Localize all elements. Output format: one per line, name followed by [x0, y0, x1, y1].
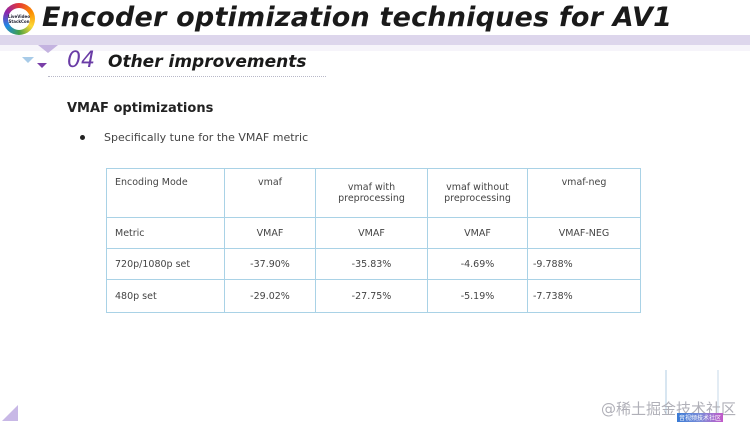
table-header-cell: vmaf-neg: [527, 168, 641, 218]
table-cell: VMAF-NEG: [527, 217, 641, 249]
table-cell: -5.19%: [427, 279, 528, 313]
table-cell: 720p/1080p set: [106, 248, 225, 280]
table-cell: -29.02%: [224, 279, 316, 313]
table-header-cell: vmaf: [224, 168, 316, 218]
section-divider: [48, 76, 326, 77]
table-cell: Metric: [106, 217, 225, 249]
corner-triangle-icon: [2, 405, 18, 421]
table-header-cell: vmaf without preprocessing: [427, 168, 528, 218]
table-cell: VMAF: [427, 217, 528, 249]
table-cell: -37.90%: [224, 248, 316, 280]
conference-logo: LiveVideo StackCon: [3, 3, 35, 35]
table-header-row: Encoding Mode vmaf vmaf with preprocessi…: [106, 168, 641, 218]
table-row: 480p set -29.02% -27.75% -5.19% -7.738%: [106, 279, 641, 313]
bullet-dot-icon: [80, 135, 85, 140]
bridge-watermark-icon: [665, 370, 719, 415]
logo-text: LiveVideo StackCon: [8, 8, 30, 30]
table-row: 720p/1080p set -37.90% -35.83% -4.69% -9…: [106, 248, 641, 280]
title-underline-bar: [0, 35, 750, 45]
table-cell: -27.75%: [315, 279, 428, 313]
content-heading: VMAF optimizations: [67, 101, 214, 116]
watermark-tag: 音视频技术社区: [677, 413, 724, 422]
table-cell: VMAF: [224, 217, 316, 249]
table-cell: -7.738%: [527, 279, 641, 313]
triangle-decoration-icon: [22, 57, 34, 63]
table-header-cell: Encoding Mode: [106, 168, 225, 218]
table-cell: -35.83%: [315, 248, 428, 280]
section-title: Other improvements: [108, 52, 307, 72]
triangle-decoration-icon: [37, 63, 47, 68]
table-cell: -4.69%: [427, 248, 528, 280]
section-number: 04: [67, 48, 95, 73]
title-bar-shadow: [0, 45, 750, 51]
results-table: Encoding Mode vmaf vmaf with preprocessi…: [106, 168, 641, 313]
table-cell: 480p set: [106, 279, 225, 313]
table-cell: VMAF: [315, 217, 428, 249]
table-header-cell: vmaf with preprocessing: [315, 168, 428, 218]
bullet-text: Specifically tune for the VMAF metric: [104, 131, 309, 144]
table-row: Metric VMAF VMAF VMAF VMAF-NEG: [106, 217, 641, 249]
triangle-decoration-icon: [38, 45, 58, 53]
slide-title: Encoder optimization techniques for AV1: [42, 2, 673, 33]
table-cell: -9.788%: [527, 248, 641, 280]
